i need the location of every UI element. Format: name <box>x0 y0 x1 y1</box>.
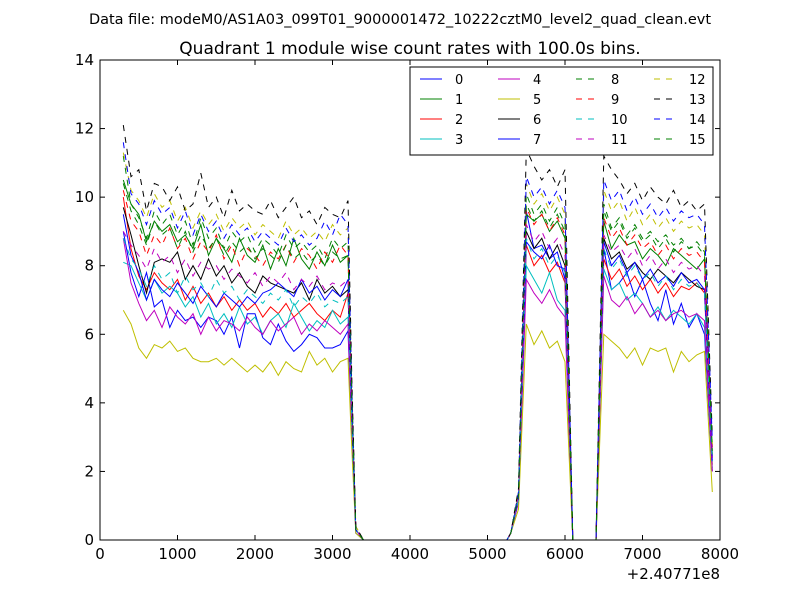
legend-label-3: 3 <box>455 133 463 148</box>
legend-label-15: 15 <box>689 133 706 148</box>
series-line-15 <box>122 183 713 541</box>
y-tick-label: 4 <box>84 394 94 412</box>
x-tick-label: 3000 <box>313 545 351 563</box>
y-tick-label: 2 <box>84 462 94 480</box>
legend-label-5: 5 <box>533 93 541 108</box>
series-line-5 <box>122 310 713 541</box>
legend-box <box>409 66 714 156</box>
series-line-12 <box>122 152 713 541</box>
legend-label-0: 0 <box>455 73 463 88</box>
legend-label-14: 14 <box>689 113 706 128</box>
y-tick-label: 8 <box>84 257 94 275</box>
legend-label-8: 8 <box>611 73 619 88</box>
series-line-6 <box>122 207 713 541</box>
x-tick-label: 0 <box>95 545 105 563</box>
y-tick-label: 12 <box>75 120 94 138</box>
y-tick-label: 14 <box>75 51 94 69</box>
series-line-3 <box>123 261 713 541</box>
legend-label-11: 11 <box>611 133 628 148</box>
y-tick-label: 0 <box>84 531 94 549</box>
x-tick-label: 5000 <box>468 545 506 563</box>
series-line-14 <box>122 142 713 541</box>
x-tick-label: 8000 <box>701 545 739 563</box>
x-tick-label: 6000 <box>546 545 584 563</box>
x-offset-label: +2.40771e8 <box>627 565 720 583</box>
y-tick-label: 10 <box>75 188 94 206</box>
series-line-13 <box>122 125 713 541</box>
legend-label-10: 10 <box>611 113 628 128</box>
series-line-10 <box>122 238 713 541</box>
axes-layer: 0 1000 2000 3000 4000 5000 6000 7000 80000246810… <box>75 51 739 563</box>
legend-label-12: 12 <box>689 73 706 88</box>
legend-label-9: 9 <box>611 93 619 108</box>
x-tick-label: 4000 <box>391 545 429 563</box>
legend-label-7: 7 <box>533 133 541 148</box>
suptitle: Data file: modeM0/AS1A03_099T01_90000014… <box>89 12 711 28</box>
legend-label-6: 6 <box>533 113 541 128</box>
x-tick-label: 2000 <box>236 545 274 563</box>
legend-label-13: 13 <box>689 93 706 108</box>
y-tick-label: 6 <box>84 325 94 343</box>
series-line-0 <box>122 210 713 541</box>
series-layer <box>122 125 713 541</box>
series-line-11 <box>122 224 713 541</box>
series-line-8 <box>122 155 713 541</box>
legend-label-1: 1 <box>455 93 463 108</box>
series-line-4 <box>122 238 713 541</box>
chart-title: Quadrant 1 module wise count rates with … <box>179 39 640 59</box>
legend-label-2: 2 <box>455 113 463 128</box>
x-tick-label: 1000 <box>158 545 196 563</box>
series-line-9 <box>122 190 713 541</box>
legend-label-4: 4 <box>533 73 541 88</box>
x-tick-label: 7000 <box>623 545 661 563</box>
